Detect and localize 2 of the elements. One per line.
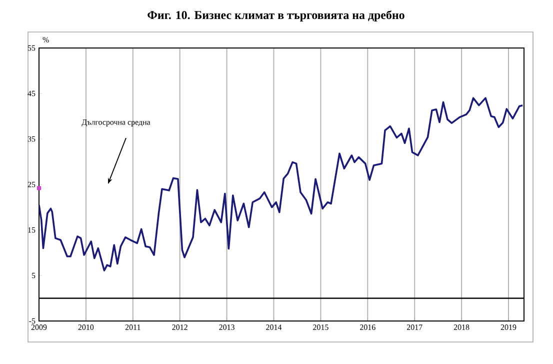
- chart-title: Фиг. 10. Бизнес климат в търговията на дребно: [148, 10, 404, 22]
- line-series: [39, 97, 524, 272]
